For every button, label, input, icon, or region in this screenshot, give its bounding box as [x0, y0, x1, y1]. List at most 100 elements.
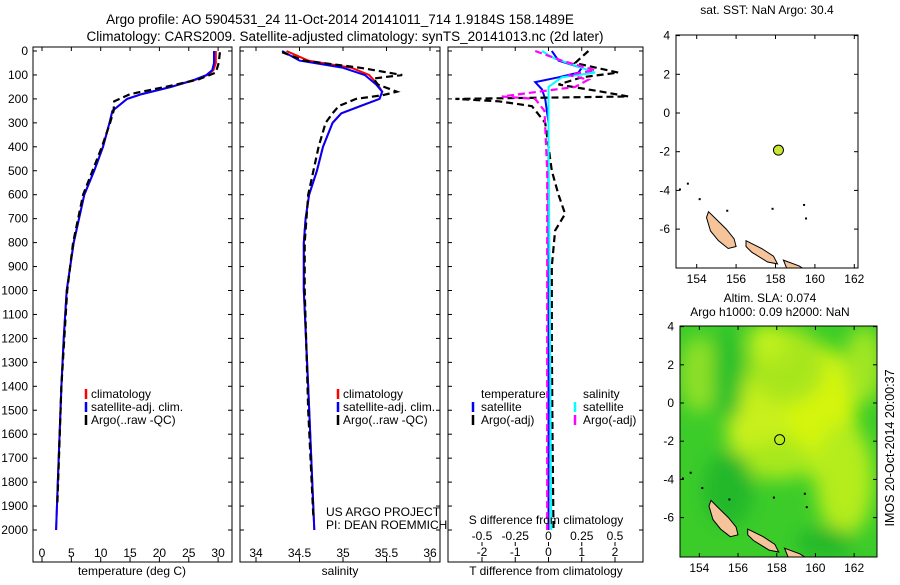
x-tick-label: 154	[687, 272, 707, 286]
y-tick-label: 1600	[1, 427, 28, 441]
legend-label: Argo(-adj)	[583, 413, 636, 427]
x-tick-label: 5	[68, 546, 75, 560]
credit-project: US ARGO PROJECT	[326, 505, 441, 519]
island-mark	[805, 217, 808, 220]
y-tick-label: 0	[667, 396, 674, 410]
x-tick-label: 156	[726, 272, 746, 286]
y-tick-label: -2	[659, 145, 670, 159]
land	[681, 471, 808, 557]
x2-tick-label: 0	[545, 529, 552, 543]
x-tick-label: 2	[612, 545, 619, 559]
y-tick-label: 400	[8, 140, 28, 154]
island-mark	[681, 477, 684, 480]
argo-location-marker	[774, 434, 786, 446]
y-tick-label: 200	[8, 92, 28, 106]
y-tick-label: -6	[659, 222, 670, 236]
y-tick-label: 500	[8, 164, 28, 178]
y-tick-label: 1200	[1, 331, 28, 345]
series-line-argo-raw-qc-	[281, 51, 403, 519]
x-tick-label: 1	[578, 545, 585, 559]
y-tick-label: 900	[8, 260, 28, 274]
y-tick-label: 1100	[2, 307, 28, 321]
legend-label: satellite-adj. clim.	[343, 400, 435, 414]
legend-title-salinity: salinity	[583, 387, 620, 401]
x2-tick-label: -0.5	[472, 529, 493, 543]
figure-title-line1: Argo profile: AO 5904531_24 11-Oct-2014 …	[106, 12, 574, 27]
x-tick-label: 160	[805, 272, 825, 286]
x-axis-label: temperature (deg C)	[78, 564, 186, 578]
island-mark	[728, 498, 731, 501]
x-tick-label: 160	[805, 561, 825, 575]
land-polygon	[745, 239, 779, 265]
axes-frame	[32, 46, 233, 563]
difference-profile-panel	[447, 46, 644, 563]
x2-tick-label: 0.25	[570, 529, 594, 543]
salinity-profile-panel	[239, 46, 441, 563]
island-mark	[803, 203, 806, 206]
x-tick-label: 0	[545, 545, 552, 559]
series-line-t-argo-adj-	[455, 50, 629, 531]
sla-anomaly-patch	[815, 422, 874, 537]
land	[678, 182, 808, 268]
island-mark	[678, 188, 681, 191]
x2-tick-label: -0.25	[502, 529, 530, 543]
x-tick-label: 30	[211, 546, 225, 560]
map-title: Altim. SLA: 0.074	[724, 291, 817, 305]
legend-label: Argo(..raw -QC)	[343, 413, 428, 427]
y-tick-label: 1900	[1, 499, 28, 513]
island-mark	[771, 207, 774, 210]
y-tick-label: 1000	[1, 284, 28, 298]
legend-label: climatology	[343, 387, 403, 401]
y-tick-label: 4	[663, 29, 670, 43]
x-tick-label: 36	[423, 546, 437, 560]
legend-label: satellite	[583, 400, 624, 414]
y-tick-label: 1800	[1, 475, 28, 489]
y-tick-label: 0	[21, 44, 28, 58]
sla-map	[679, 325, 878, 558]
x-tick-label: 162	[844, 272, 864, 286]
series-line-satellite-adj-clim-	[281, 50, 384, 531]
sla-anomaly-patch	[844, 326, 877, 403]
x-axis-label: salinity	[322, 564, 359, 578]
y-tick-label: -2	[663, 434, 674, 448]
timestamp: IMOS 20-Oct-2014 20:00:37	[883, 369, 897, 526]
y-tick-label: 2	[663, 67, 670, 81]
y-tick-label: 300	[8, 116, 28, 130]
y-tick-label: 700	[8, 212, 28, 226]
y-tick-label: 100	[8, 68, 28, 82]
x2-tick-label: 0.5	[607, 529, 624, 543]
y-tick-label: 2	[667, 358, 674, 372]
x-tick-label: 162	[844, 561, 864, 575]
axes-frame	[239, 46, 441, 563]
island-mark	[805, 506, 808, 509]
map-frame	[675, 34, 859, 269]
sla-low-patch	[703, 450, 754, 527]
sla-anomaly-patch	[738, 441, 816, 480]
y-tick-label: 1700	[1, 451, 28, 465]
axes-frame	[447, 46, 644, 563]
land-polygon	[783, 547, 806, 557]
x-tick-label: 25	[182, 546, 196, 560]
temperature-profile-panel	[32, 46, 233, 563]
island-mark	[803, 492, 806, 495]
y-tick-label: 1400	[1, 379, 28, 393]
x-axis-label: T difference from climatology	[469, 564, 623, 578]
credit-pi: PI: DEAN ROEMMICH	[326, 518, 447, 532]
y-tick-label: 4	[667, 320, 674, 334]
land-polygon	[705, 210, 737, 250]
sla-field	[680, 326, 877, 557]
x-tick-label: 34.5	[288, 546, 312, 560]
sla-low-patch	[796, 527, 855, 557]
x-tick-label: 10	[94, 546, 108, 560]
sla-low-patch	[712, 326, 744, 422]
x-tick-label: 158	[767, 561, 787, 575]
x-tick-label: 0	[39, 546, 46, 560]
x-tick-label: 34	[249, 546, 263, 560]
x2-axis-label: S difference from climatology	[469, 513, 624, 527]
sst-map	[675, 34, 859, 269]
series-line-s-satellite	[541, 50, 596, 531]
argo-location-marker	[772, 144, 784, 156]
x-tick-label: 154	[689, 561, 709, 575]
island-mark	[701, 487, 704, 490]
